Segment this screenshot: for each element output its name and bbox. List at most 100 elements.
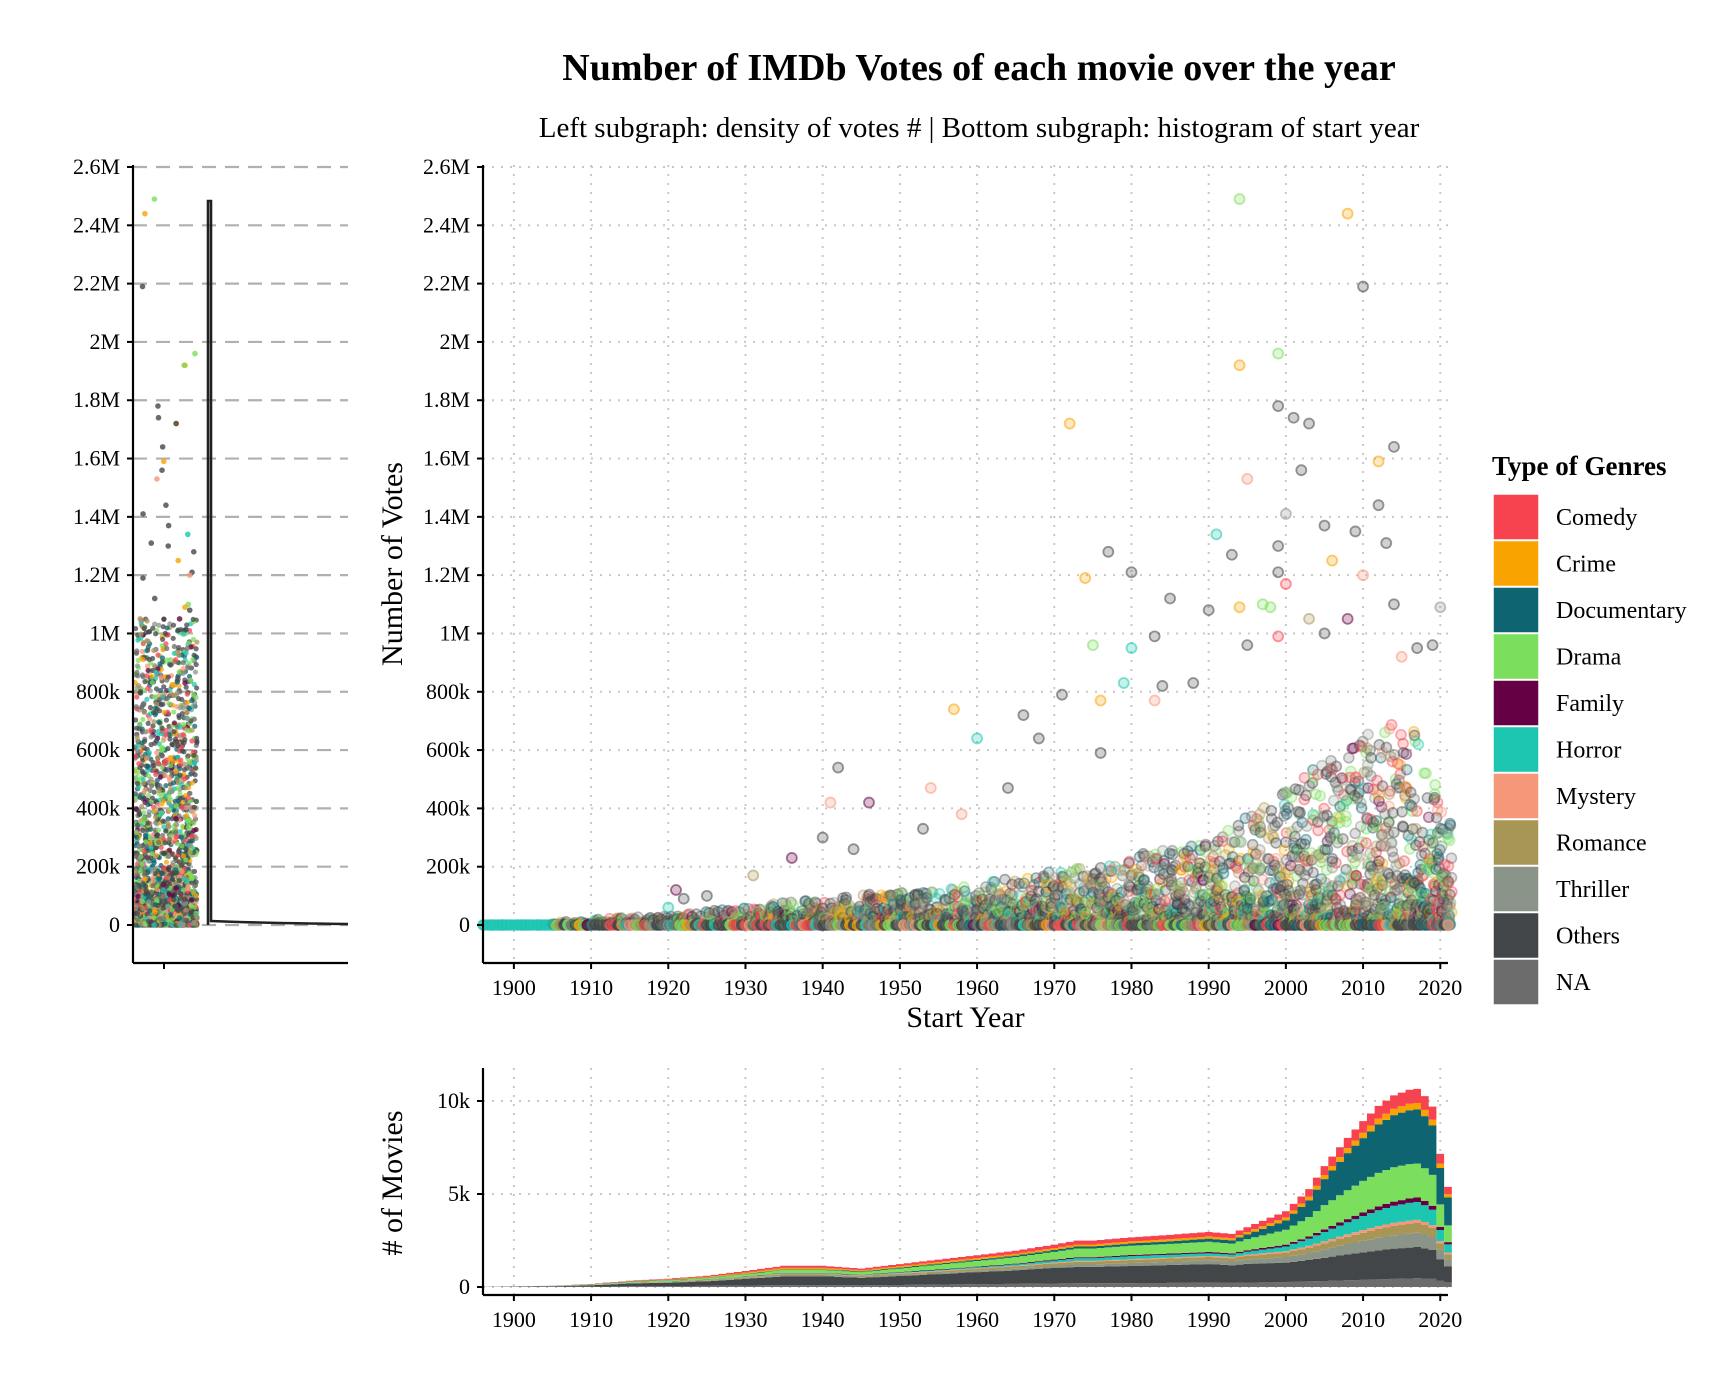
scatter-point: [787, 899, 799, 911]
left-y-tick-label: 2.2M: [73, 271, 120, 296]
strip-point: [192, 350, 198, 357]
strip-point: [165, 816, 171, 822]
strip-point: [176, 921, 182, 927]
strip-point: [148, 727, 154, 733]
strip-point: [185, 824, 191, 830]
strip-point: [140, 656, 146, 663]
strip-point: [186, 607, 193, 613]
strip-point: [152, 909, 158, 915]
strip-point: [179, 804, 185, 810]
strip-point: [169, 741, 175, 747]
left-y-tick-label: 0: [109, 912, 120, 937]
strip-point: [178, 834, 185, 840]
strip-point: [180, 721, 187, 727]
strip-point: [174, 704, 180, 710]
strip-point: [186, 790, 193, 796]
strip-point: [189, 874, 195, 881]
strip-point: [175, 908, 181, 914]
strip-point: [155, 754, 161, 761]
strip-point: [191, 716, 197, 722]
strip-point: [194, 639, 200, 645]
strip-point: [167, 836, 173, 842]
left-y-tick-label: 1.8M: [73, 387, 120, 412]
strip-point: [171, 650, 177, 656]
strip-point: [152, 808, 158, 815]
strip-point: [160, 458, 167, 465]
strip-point: [160, 887, 166, 893]
strip-point: [173, 803, 179, 809]
strip-point: [140, 511, 146, 517]
strip-point: [176, 652, 182, 658]
strip-point: [148, 756, 154, 762]
strip-point: [157, 783, 163, 789]
strip-point: [161, 824, 167, 830]
strip-point: [160, 905, 166, 911]
strip-point: [154, 750, 160, 756]
strip-point: [147, 787, 153, 794]
strip-point: [165, 745, 171, 752]
strip-point: [134, 780, 141, 787]
strip-point: [140, 674, 146, 680]
strip-point: [145, 647, 151, 653]
strip-point: [159, 444, 166, 450]
strip-point: [189, 698, 195, 704]
left-y-tick-label: 800k: [76, 679, 120, 704]
strip-point: [142, 679, 148, 685]
strip-point: [145, 869, 151, 875]
strip-point: [180, 660, 186, 666]
strip-point: [184, 715, 190, 722]
strip-point: [162, 850, 168, 856]
strip-point: [156, 622, 162, 628]
left-density-panel: 0200k400k600k800k1M1.2M1.4M1.6M1.8M2M2.2…: [73, 154, 349, 969]
strip-point: [178, 757, 184, 763]
strip-point: [160, 701, 166, 707]
strip-point: [140, 827, 146, 833]
strip-point: [151, 804, 157, 810]
strip-point: [194, 654, 200, 660]
strip-point: [178, 891, 184, 897]
strip-point: [142, 883, 149, 889]
strip-point: [166, 774, 172, 781]
strip-point: [145, 773, 152, 779]
strip-point: [158, 675, 164, 681]
strip-point: [163, 717, 170, 723]
strip-point: [151, 860, 157, 866]
strip-point: [151, 719, 157, 725]
strip-point: [175, 627, 181, 633]
strip-point: [161, 865, 167, 871]
strip-point: [141, 815, 147, 821]
strip-point: [156, 788, 162, 794]
strip-point: [177, 829, 183, 835]
strip-point: [139, 648, 145, 655]
strip-point: [159, 725, 165, 731]
strip-point: [187, 830, 193, 836]
strip-point: [141, 702, 147, 708]
strip-point: [170, 759, 176, 765]
strip-point: [132, 791, 139, 797]
strip-point: [152, 705, 158, 711]
strip-point: [134, 735, 140, 741]
strip-point: [175, 742, 181, 749]
strip-point: [160, 624, 166, 630]
strip-point: [144, 855, 150, 861]
strip-point: [187, 850, 193, 856]
strip-point: [193, 646, 199, 652]
scatter-point: [1177, 886, 1190, 899]
strip-point: [157, 696, 163, 703]
strip-point: [165, 522, 172, 529]
strip-point: [181, 766, 188, 773]
strip-point: [159, 467, 165, 474]
strip-point: [133, 795, 139, 801]
strip-point: [140, 716, 146, 723]
strip-point: [172, 829, 179, 835]
strip-point: [149, 673, 155, 679]
strip-point: [145, 763, 151, 769]
strip-point: [158, 844, 164, 851]
strip-point: [176, 645, 182, 651]
strip-point: [155, 802, 161, 808]
strip-point: [155, 839, 162, 846]
strip-point: [184, 622, 190, 628]
strip-point: [134, 672, 140, 678]
strip-point: [133, 829, 139, 835]
